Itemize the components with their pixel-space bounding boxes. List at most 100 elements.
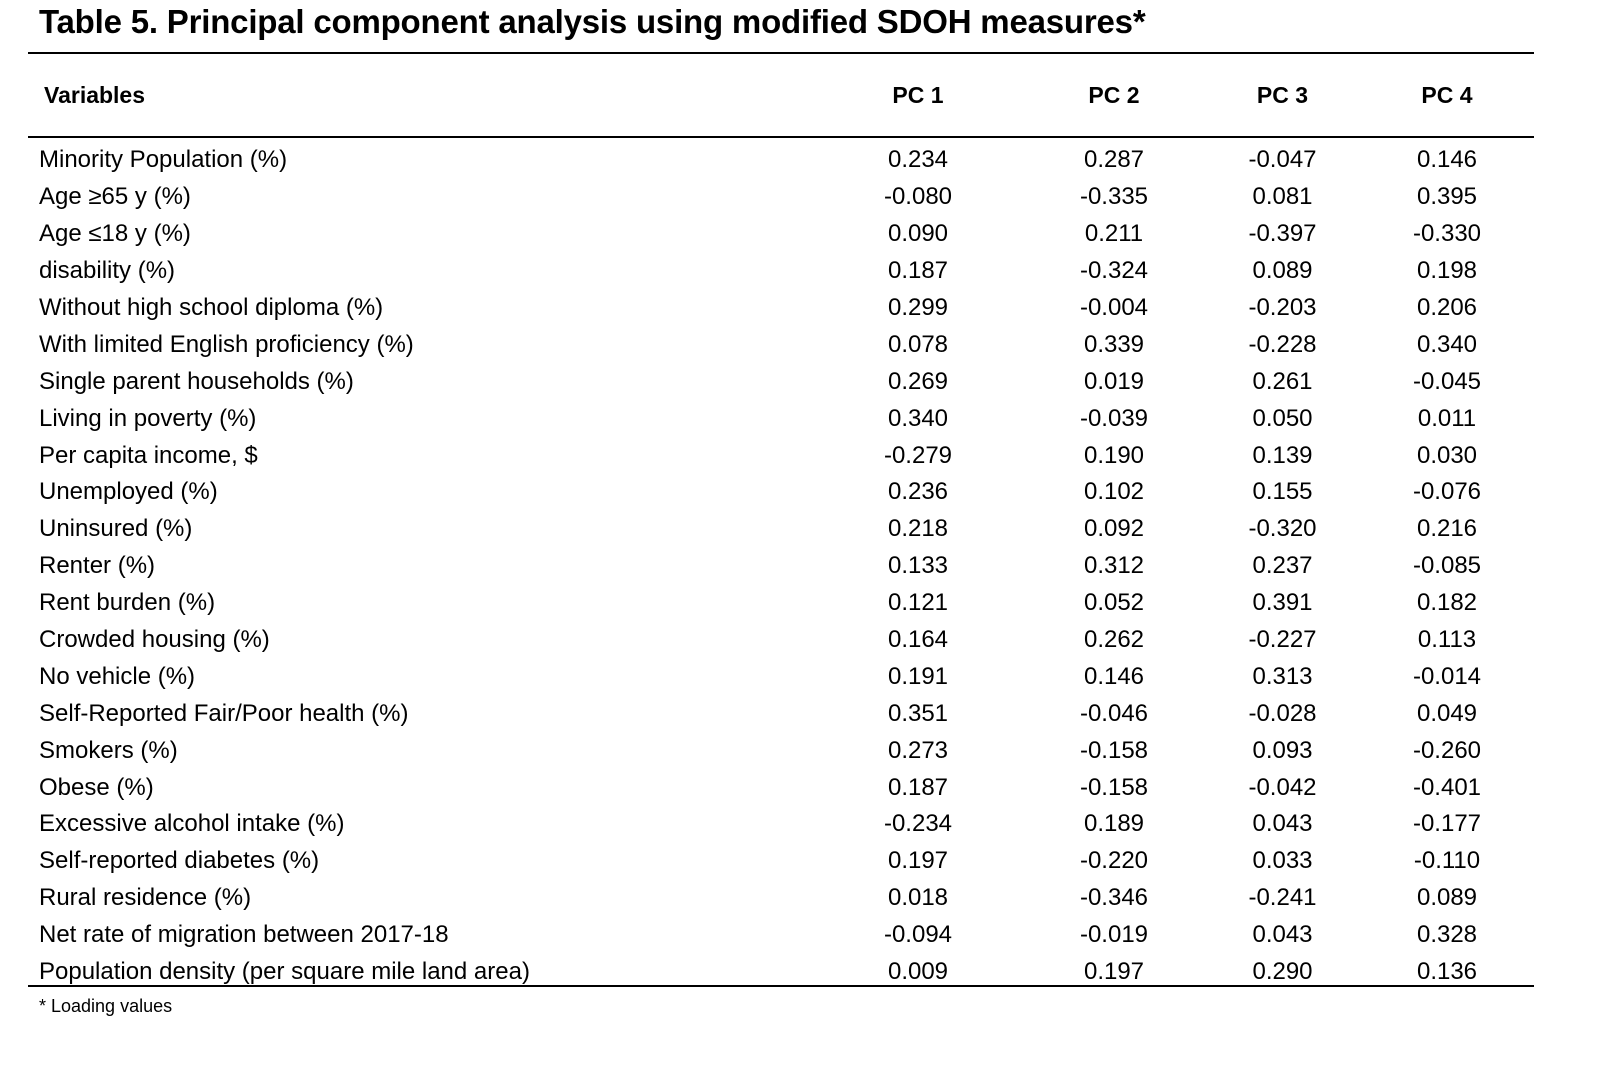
loading-value-pc2: 0.189 [1083,810,1145,838]
table-footnote: * Loading values [39,996,173,1016]
loading-value-pc2: 0.197 [1083,958,1145,986]
loading-value-pc1: 0.164 [887,626,949,654]
table-row: Age ≤18 y (%) 0.090 0.211 -0.397 -0.330 [28,216,1534,253]
loading-value-pc2: 0.339 [1083,330,1145,358]
loading-value-pc1: 0.269 [887,367,949,395]
loading-value-pc1: 0.299 [887,294,949,321]
loading-value-pc3: 0.089 [1252,257,1313,285]
row-variable-label: Per capita income, $ [39,441,258,469]
loading-value-pc3: 0.155 [1252,478,1313,506]
loading-value-pc2: -0.158 [1079,773,1149,801]
table-row: Self-reported diabetes (%) 0.197 -0.220 0.0… [28,843,1534,880]
table-row: Excessive alcohol intake (%) -0.234 0.189 0… [28,806,1534,843]
loading-value-pc4: -0.330 [1412,220,1482,248]
loading-value-pc4: 0.089 [1416,884,1478,912]
loading-value-pc4: -0.110 [1413,847,1481,875]
loading-value-pc1: 0.218 [887,515,949,543]
column-header-pc2: PC 2 [1088,81,1140,108]
pca-loadings-table: Variables PC 1 PC 2 PC 3 PC 4 Minority P… [28,54,1534,990]
loading-value-pc2: -0.324 [1079,257,1149,285]
loading-value-pc4: -0.045 [1412,367,1482,395]
loading-value-pc1: 0.018 [887,884,949,912]
loading-value-pc3: 0.081 [1252,183,1313,211]
loading-value-pc4: 0.182 [1416,589,1478,617]
table-row: disability (%) 0.187 -0.324 0.089 0.198 [28,253,1534,290]
loading-value-pc2: -0.004 [1079,294,1149,321]
loading-value-pc4: 0.049 [1416,699,1478,727]
row-variable-label: Minority Population (%) [39,146,288,174]
row-variable-label: Self-Reported Fair/Poor health (%) [39,699,409,727]
loading-value-pc3: -0.227 [1248,626,1317,654]
table-row: Crowded housing (%) 0.164 0.262 -0.227 0.113 [28,622,1534,659]
loading-value-pc2: 0.146 [1083,662,1145,690]
loading-value-pc4: -0.076 [1412,478,1482,506]
loading-value-pc3: -0.228 [1248,330,1317,358]
loading-value-pc1: 0.009 [887,958,949,986]
row-variable-label: Age ≤18 y (%) [39,220,191,248]
loading-value-pc1: 0.236 [887,478,949,506]
top-rule [28,52,1534,54]
loading-value-pc1: 0.197 [887,847,949,875]
loading-value-pc1: 0.234 [887,146,949,174]
row-variable-label: Net rate of migration between 2017-18 [39,921,449,949]
table-row: No vehicle (%) 0.191 0.146 0.313 -0.014 [28,658,1534,695]
table-row: Unemployed (%) 0.236 0.102 0.155 -0.076 [28,474,1534,511]
loading-value-pc3: 0.033 [1252,847,1313,875]
loading-value-pc1: -0.279 [883,441,953,469]
loading-value-pc2: 0.019 [1083,367,1145,395]
loading-value-pc1: 0.351 [887,699,949,727]
loading-value-pc2: 0.092 [1083,515,1145,543]
table-row: Population density (per square mile land… [28,954,1534,991]
loading-value-pc4: 0.113 [1417,626,1477,654]
row-variable-label: disability (%) [39,257,176,285]
loading-value-pc2: -0.046 [1079,699,1149,727]
loading-value-pc1: -0.234 [883,810,953,838]
loading-value-pc3: 0.237 [1252,552,1313,580]
loading-value-pc1: 0.187 [887,257,949,285]
row-variable-label: Unemployed (%) [39,478,218,506]
row-variable-label: No vehicle (%) [39,662,196,690]
loading-value-pc4: 0.198 [1416,257,1478,285]
loading-value-pc3: 0.043 [1252,921,1313,949]
row-variable-label: Uninsured (%) [39,515,193,543]
loading-value-pc2: -0.220 [1079,847,1149,875]
loading-value-pc4: 0.146 [1416,146,1478,174]
loading-value-pc4: -0.401 [1412,773,1482,801]
loading-value-pc2: -0.039 [1079,404,1149,432]
loading-value-pc1: 0.187 [887,773,949,801]
row-variable-label: Age ≥65 y (%) [39,183,191,211]
loading-value-pc2: 0.211 [1084,220,1144,248]
loading-value-pc3: 0.139 [1252,441,1313,469]
loading-value-pc2: 0.102 [1083,478,1145,506]
loading-value-pc3: 0.050 [1252,404,1313,432]
table-row: Obese (%) 0.187 -0.158 -0.042 -0.401 [28,769,1534,806]
loading-value-pc3: -0.047 [1248,146,1317,174]
loading-value-pc3: -0.042 [1248,773,1317,801]
loading-value-pc4: -0.177 [1412,810,1482,838]
table-body: Minority Population (%) 0.234 0.287 -0.047 0… [28,136,1534,990]
row-variable-label: Without high school diploma (%) [39,294,384,321]
loading-value-pc1: -0.094 [883,921,953,949]
row-variable-label: Population density (per square mile land… [39,958,530,986]
table-row: Minority Population (%) 0.234 0.287 -0.047 0… [28,142,1534,179]
column-header-pc4: PC 4 [1421,81,1473,108]
loading-value-pc4: -0.260 [1412,736,1482,764]
loading-value-pc4: 0.136 [1416,958,1478,986]
loading-value-pc4: 0.206 [1416,294,1478,321]
loading-value-pc4: 0.030 [1416,441,1478,469]
loading-value-pc1: 0.191 [887,662,949,690]
header-rule [28,136,1534,138]
loading-value-pc4: 0.216 [1416,515,1478,543]
row-variable-label: With limited English proficiency (%) [39,330,414,358]
loading-value-pc4: -0.085 [1412,552,1482,580]
loading-value-pc1: 0.090 [887,220,949,248]
loading-value-pc4: 0.340 [1416,330,1478,358]
loading-value-pc2: 0.262 [1083,626,1145,654]
loading-value-pc2: 0.052 [1083,589,1145,617]
loading-value-pc2: 0.287 [1083,146,1145,174]
table-row: Per capita income, $ -0.279 0.190 0.139 0.03… [28,437,1534,474]
column-header-pc3: PC 3 [1256,81,1309,108]
table-row: With limited English proficiency (%) 0.07… [28,326,1534,363]
loading-value-pc1: -0.080 [883,183,953,211]
